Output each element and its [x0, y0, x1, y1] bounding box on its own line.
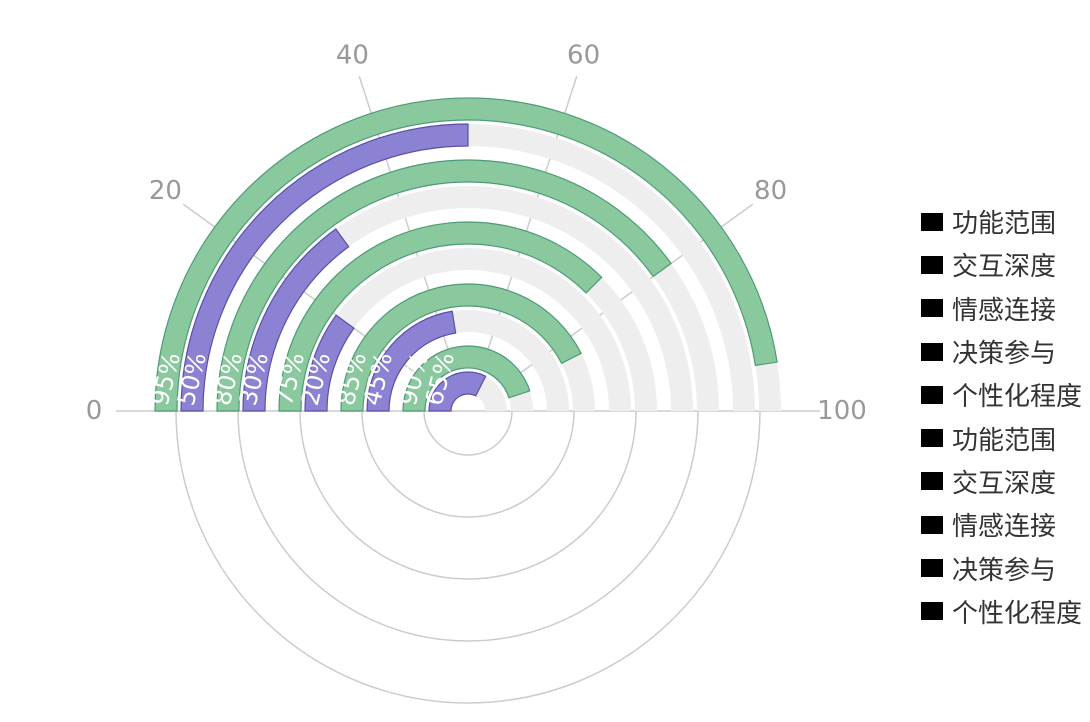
legend-swatch-icon	[921, 385, 943, 404]
angle-tick-label: 0	[86, 396, 103, 426]
legend-item[interactable]: 个性化程度	[921, 590, 1082, 633]
legend-swatch-icon	[921, 342, 943, 361]
legend-item[interactable]: 情感连接	[921, 503, 1082, 546]
legend: 功能范围 交互深度 情感连接 决策参与 个性化程度 功能范围 交互深度 情感连接 决策参与 个性化…	[921, 200, 1082, 633]
legend-label: 交互深度	[952, 252, 1057, 283]
bar-segment	[180, 123, 469, 412]
bar-segment	[154, 97, 778, 412]
bar-segment	[278, 221, 603, 412]
bar-segment	[242, 228, 350, 412]
bar-layer	[154, 97, 778, 412]
angle-tick-label: 80	[754, 176, 787, 206]
legend-item[interactable]: 决策参与	[921, 330, 1082, 373]
background-track	[305, 248, 631, 411]
legend-swatch-icon	[921, 299, 943, 318]
legend-item[interactable]: 决策参与	[921, 546, 1082, 589]
angle-tick-label: 100	[817, 396, 867, 426]
legend-item[interactable]: 情感连接	[921, 287, 1082, 330]
legend-item[interactable]: 功能范围	[921, 416, 1082, 459]
legend-label: 个性化程度	[952, 382, 1083, 413]
bar-segment	[304, 314, 355, 412]
angle-axis-ticks: 0 20 40 60 80 100	[86, 40, 867, 426]
legend-swatch-icon	[921, 429, 943, 448]
legend-swatch-icon	[921, 472, 943, 491]
legend-label: 决策参与	[952, 555, 1057, 586]
bar-segment	[428, 371, 487, 412]
legend-swatch-icon	[921, 515, 943, 534]
angle-tick-label: 20	[149, 176, 182, 206]
legend-item[interactable]: 交互深度	[921, 243, 1082, 286]
legend-label: 情感连接	[952, 512, 1057, 543]
radial-bar-chart: 95%50%80%30%75%20%85%45%90%65% 0 20 40 60 80…	[86, 40, 867, 704]
bar-segment	[340, 283, 582, 412]
legend-item[interactable]: 交互深度	[921, 460, 1082, 503]
legend-swatch-icon	[921, 559, 943, 578]
bar-segment	[402, 345, 531, 412]
legend-label: 功能范围	[952, 425, 1057, 456]
legend-label: 决策参与	[952, 339, 1057, 370]
legend-swatch-icon	[921, 212, 943, 231]
angle-tick-label: 60	[567, 40, 600, 70]
angle-tick-label: 40	[336, 40, 369, 70]
value-labels: 95%50%80%30%75%20%85%45%90%65%	[146, 350, 460, 409]
legend-label: 功能范围	[952, 209, 1057, 240]
bar-segment	[366, 310, 457, 412]
legend-item[interactable]: 功能范围	[921, 200, 1082, 243]
legend-label: 情感连接	[952, 295, 1057, 326]
legend-swatch-icon	[921, 602, 943, 621]
legend-item[interactable]: 个性化程度	[921, 373, 1082, 416]
legend-label: 个性化程度	[952, 598, 1083, 629]
legend-label: 交互深度	[952, 468, 1057, 499]
bar-segment	[216, 159, 672, 412]
legend-swatch-icon	[921, 255, 943, 274]
